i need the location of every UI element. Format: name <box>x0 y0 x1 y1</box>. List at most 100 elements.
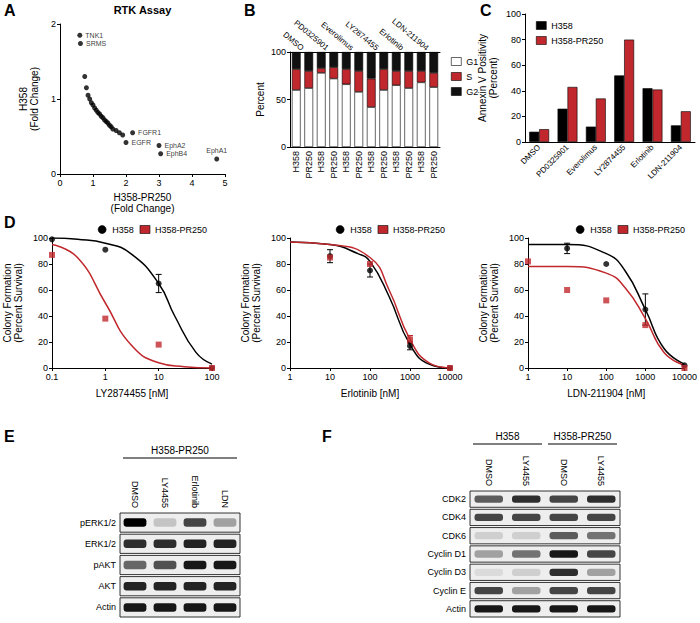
svg-text:Annexin V Positivity: Annexin V Positivity <box>477 34 488 122</box>
svg-text:100: 100 <box>33 233 48 243</box>
svg-text:H358: H358 <box>416 151 426 173</box>
svg-text:EphA1: EphA1 <box>206 147 227 155</box>
svg-text:PR250: PR250 <box>404 151 414 179</box>
svg-text:3: 3 <box>156 178 161 188</box>
svg-text:100: 100 <box>599 372 614 382</box>
svg-text:H358-PR250: H358-PR250 <box>151 445 209 456</box>
svg-text:20: 20 <box>276 337 286 347</box>
svg-text:Colony Formation: Colony Formation <box>240 264 251 343</box>
svg-text:pERK1/2: pERK1/2 <box>80 518 116 528</box>
svg-text:10000: 10000 <box>437 372 462 382</box>
svg-text:(Percent): (Percent) <box>488 57 499 98</box>
svg-text:60: 60 <box>38 285 48 295</box>
svg-text:Erlotinib: Erlotinib <box>190 475 200 508</box>
svg-text:EGFR: EGFR <box>132 139 151 146</box>
svg-text:Colony Formation: Colony Formation <box>478 264 489 343</box>
svg-text:H358-PR250: H358-PR250 <box>155 225 207 235</box>
svg-text:DMSO: DMSO <box>519 143 542 166</box>
svg-text:LDN-211904: LDN-211904 <box>390 17 430 53</box>
svg-text:DMSO: DMSO <box>281 30 305 52</box>
svg-text:Colony Formation: Colony Formation <box>2 264 13 343</box>
svg-text:Cyclin D3: Cyclin D3 <box>427 567 466 577</box>
svg-text:PR250: PR250 <box>429 151 439 179</box>
svg-text:G1: G1 <box>466 57 478 67</box>
svg-text:EphB4: EphB4 <box>166 150 187 158</box>
svg-text:20: 20 <box>511 111 521 121</box>
svg-text:80: 80 <box>276 259 286 269</box>
svg-text:LY4455: LY4455 <box>160 478 170 508</box>
svg-text:LY4455: LY4455 <box>521 456 531 486</box>
svg-text:Cyclin D1: Cyclin D1 <box>427 549 466 559</box>
svg-text:ERK1/2: ERK1/2 <box>85 539 116 549</box>
svg-text:LY2874455 [nM]: LY2874455 [nM] <box>96 388 169 399</box>
svg-text:(Fold Change): (Fold Change) <box>29 67 40 131</box>
svg-text:H358: H358 <box>391 151 401 173</box>
svg-text:(Percent Survival): (Percent Survival) <box>13 263 24 342</box>
svg-text:10000: 10000 <box>672 372 697 382</box>
svg-text:20: 20 <box>514 337 524 347</box>
svg-text:G2: G2 <box>466 87 478 97</box>
svg-text:10: 10 <box>562 372 572 382</box>
svg-text:100: 100 <box>271 233 286 243</box>
svg-text:(Fold Change): (Fold Change) <box>111 203 175 214</box>
svg-text:2: 2 <box>123 178 128 188</box>
svg-text:H358-PR250: H358-PR250 <box>633 225 685 235</box>
svg-text:PR250: PR250 <box>329 151 339 179</box>
svg-text:DMSO: DMSO <box>559 459 569 486</box>
svg-text:H358: H358 <box>18 87 29 111</box>
svg-text:LDN-211904 [nM]: LDN-211904 [nM] <box>567 388 645 399</box>
svg-text:60: 60 <box>276 285 286 295</box>
svg-text:C: C <box>480 2 492 19</box>
svg-text:AKT: AKT <box>98 581 116 591</box>
svg-text:0: 0 <box>51 169 56 179</box>
svg-text:PR250: PR250 <box>304 151 314 179</box>
svg-text:H358: H358 <box>341 151 351 173</box>
svg-text:E: E <box>4 428 15 445</box>
svg-text:FGFR1: FGFR1 <box>138 129 161 136</box>
svg-text:(Percent Survival): (Percent Survival) <box>251 263 262 342</box>
svg-text:0: 0 <box>519 363 524 373</box>
svg-text:CDK4: CDK4 <box>442 512 466 522</box>
svg-text:pAKT: pAKT <box>93 560 116 570</box>
svg-text:5: 5 <box>222 178 227 188</box>
svg-text:4: 4 <box>189 178 194 188</box>
svg-text:H358-PR250: H358-PR250 <box>393 225 445 235</box>
svg-text:10: 10 <box>154 372 164 382</box>
svg-text:PD0325901: PD0325901 <box>534 142 571 179</box>
svg-text:0: 0 <box>281 142 286 152</box>
svg-text:LY2874455: LY2874455 <box>344 20 381 53</box>
svg-text:Percent: Percent <box>255 82 266 117</box>
svg-text:EphA2: EphA2 <box>165 142 186 150</box>
svg-text:H358: H358 <box>590 225 612 235</box>
svg-text:80: 80 <box>38 259 48 269</box>
svg-text:100: 100 <box>204 372 219 382</box>
svg-text:CDK6: CDK6 <box>442 531 466 541</box>
svg-text:100: 100 <box>506 9 521 19</box>
svg-text:0: 0 <box>516 137 521 147</box>
svg-text:60: 60 <box>511 60 521 70</box>
svg-text:80: 80 <box>511 35 521 45</box>
svg-text:H358: H358 <box>291 151 301 173</box>
svg-text:80: 80 <box>514 259 524 269</box>
svg-text:H358-PR250: H358-PR250 <box>551 36 603 46</box>
svg-text:(Percent Survival): (Percent Survival) <box>489 263 500 342</box>
svg-text:Actin: Actin <box>446 604 466 614</box>
svg-text:0: 0 <box>281 363 286 373</box>
svg-text:40: 40 <box>276 311 286 321</box>
svg-text:LDN: LDN <box>220 490 230 508</box>
svg-text:1000: 1000 <box>400 372 420 382</box>
svg-text:100: 100 <box>271 47 286 57</box>
svg-text:SRMS: SRMS <box>86 40 107 47</box>
svg-text:1: 1 <box>525 372 530 382</box>
svg-text:DMSO: DMSO <box>130 481 140 508</box>
svg-text:20: 20 <box>38 337 48 347</box>
svg-text:PR250: PR250 <box>354 151 364 179</box>
svg-text:H358: H358 <box>551 21 573 31</box>
svg-text:DMSO: DMSO <box>484 459 494 486</box>
svg-text:H358-PR250: H358-PR250 <box>114 192 172 203</box>
svg-text:100: 100 <box>362 372 377 382</box>
svg-text:RTK Assay: RTK Assay <box>114 4 173 16</box>
svg-text:A: A <box>4 2 16 19</box>
svg-text:10: 10 <box>325 372 335 382</box>
svg-text:40: 40 <box>38 311 48 321</box>
